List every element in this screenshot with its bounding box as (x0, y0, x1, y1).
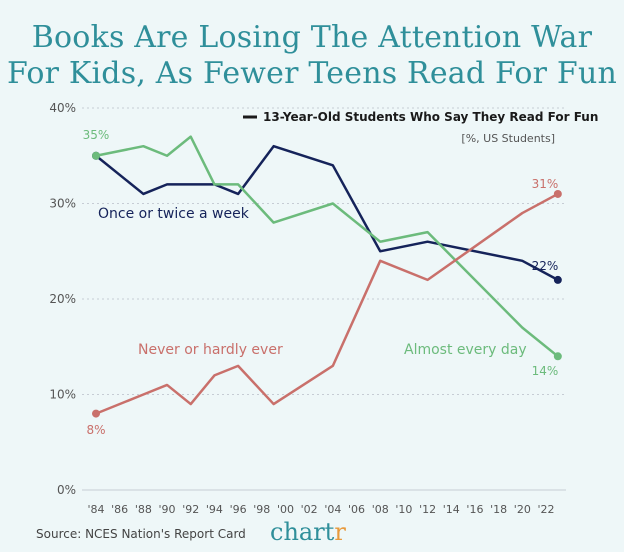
brand-logo-accent: r (334, 518, 346, 546)
data-label: 22% (532, 259, 559, 273)
x-tick-label: '90 (159, 503, 176, 516)
x-tick-label: '06 (348, 503, 365, 516)
x-tick-label: '02 (301, 503, 318, 516)
series-end-point-0 (553, 275, 562, 284)
x-tick-label: '84 (87, 503, 104, 516)
series-end-point-2 (553, 189, 562, 198)
series-name-label: Never or hardly ever (138, 342, 283, 358)
data-label: 35% (83, 128, 110, 142)
series-start-point-2 (92, 409, 100, 418)
series-name-label: Once or twice a week (98, 206, 250, 222)
x-tick-label: '16 (466, 503, 483, 516)
x-tick-label: '12 (419, 503, 436, 516)
chart-title: Books Are Losing The Attention War For K… (0, 20, 624, 92)
x-tick-label: '18 (490, 503, 507, 516)
x-tick-label: '08 (372, 503, 389, 516)
y-tick-label: 30% (49, 197, 76, 211)
series-end-point-1 (553, 352, 562, 361)
x-tick-label: '22 (537, 503, 554, 516)
data-label: 14% (532, 364, 559, 378)
series-line-1 (95, 135, 559, 358)
series-name-label: Almost every day (404, 342, 527, 358)
series-start-point-1 (92, 151, 100, 160)
x-tick-label: '14 (443, 503, 460, 516)
x-tick-label: '92 (182, 503, 199, 516)
x-tick-label: '86 (111, 503, 128, 516)
y-tick-label: 40% (49, 101, 76, 115)
legend-subtitle: [%, US Students] (461, 132, 555, 145)
brand-logo-main: chart (270, 518, 335, 546)
data-label: 31% (532, 177, 559, 191)
x-tick-label: '88 (135, 503, 152, 516)
series-line-2 (95, 192, 559, 415)
y-tick-label: 20% (49, 292, 76, 306)
x-tick-label: '04 (324, 503, 341, 516)
data-label: 8% (86, 423, 105, 437)
source-note: Source: NCES Nation's Report Card (36, 527, 246, 541)
title-line-1: Books Are Losing The Attention War (31, 20, 593, 55)
series-line-0 (95, 144, 559, 282)
x-tick-label: '20 (514, 503, 531, 516)
y-tick-label: 0% (57, 483, 76, 497)
x-tick-label: '96 (230, 503, 247, 516)
y-tick-label: 10% (49, 388, 76, 402)
legend-title: 13-Year-Old Students Who Say They Read F… (263, 110, 598, 124)
x-tick-label: '98 (253, 503, 270, 516)
title-line-2: For Kids, As Fewer Teens Read For Fun (6, 56, 617, 91)
x-tick-label: '94 (206, 503, 223, 516)
brand-logo: chartr (270, 518, 346, 546)
x-tick-label: '10 (395, 503, 412, 516)
x-tick-label: '00 (277, 503, 294, 516)
